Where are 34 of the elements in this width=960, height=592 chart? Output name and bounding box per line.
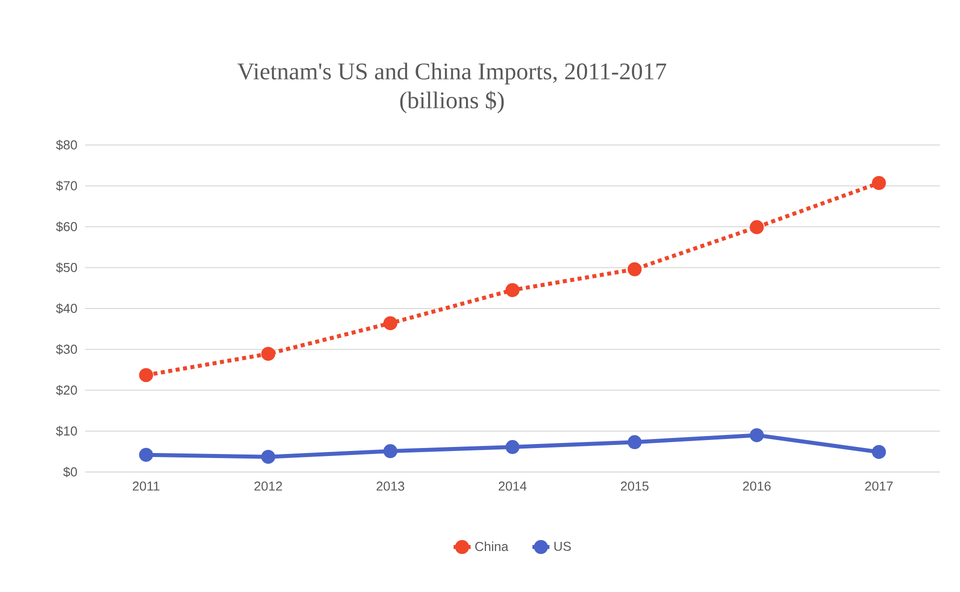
x-tick-label: 2011 (132, 482, 160, 491)
point (139, 448, 154, 462)
y-tick-label: $10 (56, 426, 77, 436)
x-tick-label: 2017 (865, 482, 893, 491)
y-tick-label: $30 (56, 344, 77, 355)
x-tick-label: 2014 (498, 482, 527, 491)
y-tick-label: $80 (56, 140, 77, 150)
point (628, 435, 642, 450)
y-tick-label: $40 (56, 303, 77, 314)
point (383, 444, 398, 458)
x-tick-label: 2012 (254, 482, 282, 491)
y-tick-label: $60 (56, 221, 77, 232)
point (872, 176, 886, 190)
legend-label: US (554, 542, 571, 551)
point (750, 428, 764, 442)
chart-title: Vietnam's US and China Imports, 2011-2017 (237, 62, 666, 84)
point (872, 444, 886, 459)
y-tick-label: $70 (56, 180, 77, 192)
legend-label: China (475, 542, 508, 552)
point (628, 262, 642, 276)
chart-subtitle: (billions $) (400, 90, 504, 114)
point (139, 368, 154, 382)
x-tick-label: 2013 (376, 482, 404, 491)
point (506, 283, 520, 298)
x-tick-label: 2016 (743, 482, 771, 491)
y-tick-label: $20 (56, 384, 77, 396)
x-tick-label: 2015 (620, 482, 648, 491)
y-tick-label: $0 (63, 466, 77, 478)
point (506, 440, 520, 454)
point (383, 316, 398, 330)
y-tick-label: $50 (56, 262, 77, 273)
point (261, 346, 276, 361)
point (750, 220, 764, 234)
point (261, 450, 276, 464)
